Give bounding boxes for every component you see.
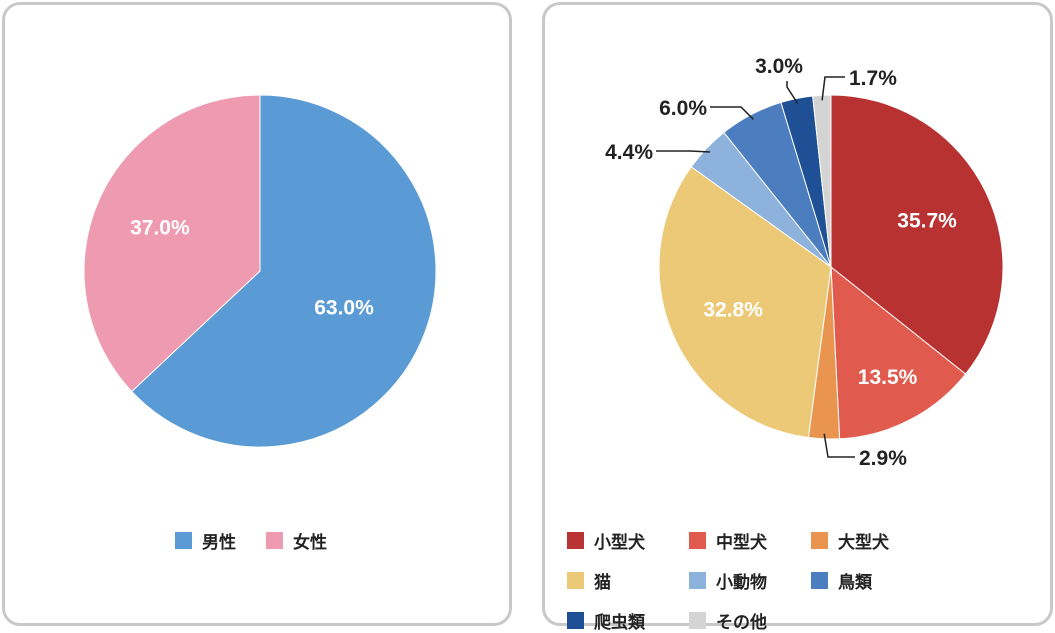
- legend-swatch: [567, 611, 584, 629]
- legend-swatch: [689, 531, 706, 549]
- data-label-slice-6: 6.0%: [659, 97, 707, 120]
- data-label-slice-5: 4.4%: [605, 141, 653, 164]
- legend-label: 小動物: [716, 572, 767, 593]
- pie-slice-8: [812, 94, 832, 268]
- legend-swatch: [175, 531, 192, 549]
- legend-label: 大型犬: [838, 532, 889, 553]
- legend-item: 大型犬: [811, 527, 933, 553]
- legend-label: 小型犬: [594, 532, 645, 553]
- pie-slice-2: [830, 265, 967, 440]
- legend-item: 女性: [266, 527, 327, 553]
- pie-slice-4: [658, 166, 832, 439]
- legend-label: 鳥類: [838, 572, 872, 593]
- legend-label: 中型犬: [716, 532, 767, 553]
- legend-item: 爬虫類: [567, 607, 689, 633]
- legend-label: 男性: [202, 532, 236, 553]
- legend-item: 男性: [175, 527, 236, 553]
- leader-line-slice-3: [823, 433, 855, 458]
- legend-item: 中型犬: [689, 527, 811, 553]
- legend-item: 猫: [567, 567, 689, 593]
- chart-panel-pet-type: 35.7% 13.5% 2.9% 32.8% 4.4% 6.0% 3.0% 1.7% 小型犬 中…: [542, 2, 1053, 633]
- data-label-slice-7: 3.0%: [755, 55, 803, 78]
- data-label-slice-2: 37.0%: [130, 217, 190, 240]
- legend-item: 鳥類: [811, 567, 933, 593]
- pie-slice-2: [83, 94, 261, 393]
- pie-chart-pet-type: 35.7% 13.5% 2.9% 32.8% 4.4% 6.0% 3.0% 1.7%: [605, 55, 1004, 470]
- legend-item: 小型犬: [567, 527, 689, 553]
- legend-gender: 男性 女性: [175, 527, 415, 553]
- legend-label: 爬虫類: [594, 612, 645, 633]
- legend-item: 小動物: [689, 567, 811, 593]
- leader-line-slice-8: [821, 76, 845, 101]
- chart-panel-gender: 63.0% 37.0% 男性 女性: [2, 2, 512, 626]
- data-label-slice-1: 63.0%: [314, 296, 374, 319]
- legend-swatch: [811, 571, 828, 589]
- data-label-slice-1: 35.7%: [897, 210, 957, 233]
- pie-slice-1: [130, 94, 437, 448]
- data-label-slice-8: 1.7%: [849, 67, 897, 90]
- legend-pet-type: 小型犬 中型犬 大型犬猫 小動物 鳥類爬虫類 その他: [567, 527, 1047, 633]
- legend-swatch: [689, 611, 706, 629]
- legend-swatch: [689, 571, 706, 589]
- leader-line-slice-5: [656, 150, 711, 153]
- data-label-slice-3: 2.9%: [859, 447, 907, 470]
- legend-label: 女性: [293, 532, 327, 553]
- data-label-slice-4: 32.8%: [703, 298, 763, 321]
- legend-label: 猫: [594, 572, 611, 593]
- legend-swatch: [567, 531, 584, 549]
- pie-chart-gender: 63.0% 37.0%: [83, 94, 437, 448]
- leader-line-slice-6: [710, 106, 754, 120]
- legend-swatch: [266, 531, 283, 549]
- legend-swatch: [811, 531, 828, 549]
- legend-label: その他: [716, 612, 767, 633]
- legend-item: その他: [689, 607, 811, 633]
- pie-slice-1: [830, 94, 1004, 375]
- leader-line-slice-7: [786, 81, 799, 104]
- data-label-slice-2: 13.5%: [858, 366, 918, 389]
- legend-swatch: [567, 571, 584, 589]
